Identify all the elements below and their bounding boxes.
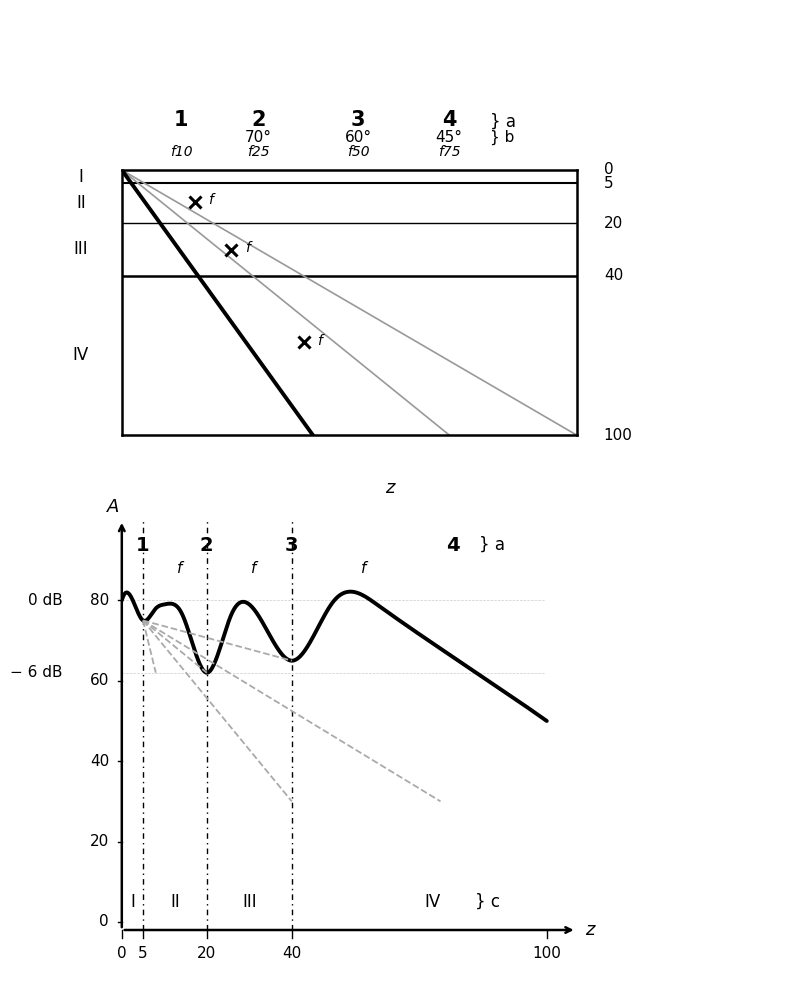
Text: 60: 60 <box>89 673 109 688</box>
Text: } a: } a <box>490 112 516 130</box>
Text: 4: 4 <box>441 110 456 130</box>
Text: 0 dB: 0 dB <box>28 593 62 608</box>
Text: 40: 40 <box>90 754 109 769</box>
Text: 60°: 60° <box>344 130 371 145</box>
Text: 20: 20 <box>90 834 109 849</box>
Text: 2: 2 <box>251 110 265 130</box>
Text: 0: 0 <box>603 162 612 178</box>
Text: f10: f10 <box>169 145 192 159</box>
Text: f: f <box>176 561 182 576</box>
Text: − 6 dB: − 6 dB <box>10 665 62 680</box>
Text: 0: 0 <box>99 914 109 929</box>
Text: } a: } a <box>478 536 504 554</box>
Text: f: f <box>317 334 322 348</box>
Text: f25: f25 <box>247 145 269 159</box>
Text: 1: 1 <box>174 110 188 130</box>
Text: 40: 40 <box>281 946 301 961</box>
Text: 70°: 70° <box>244 130 272 145</box>
Text: 2: 2 <box>200 536 213 555</box>
Text: 100: 100 <box>603 428 632 442</box>
Text: } c: } c <box>474 893 499 911</box>
Text: 3: 3 <box>350 110 365 130</box>
Text: f75: f75 <box>437 145 460 159</box>
Text: z: z <box>584 921 594 939</box>
Text: 3: 3 <box>285 536 298 555</box>
Text: f50: f50 <box>346 145 369 159</box>
Text: IV: IV <box>423 893 440 911</box>
Text: III: III <box>74 240 88 258</box>
Text: 20: 20 <box>603 216 622 231</box>
Text: } b: } b <box>490 130 514 145</box>
Text: I: I <box>79 168 84 186</box>
Text: f: f <box>361 561 367 576</box>
Text: 80: 80 <box>90 593 109 608</box>
Text: II: II <box>76 194 86 212</box>
Text: 5: 5 <box>138 946 148 961</box>
Text: A: A <box>107 498 119 516</box>
Text: II: II <box>169 893 179 911</box>
Text: f: f <box>244 241 249 255</box>
Text: IV: IV <box>73 347 89 364</box>
Text: 100: 100 <box>532 946 560 961</box>
Text: III: III <box>242 893 256 911</box>
Text: z: z <box>385 479 394 497</box>
Text: 20: 20 <box>197 946 217 961</box>
Text: 40: 40 <box>603 268 622 284</box>
Text: I: I <box>130 893 135 911</box>
Text: 0: 0 <box>117 946 127 961</box>
Text: f: f <box>208 193 212 207</box>
Text: 45°: 45° <box>436 130 462 145</box>
Text: 1: 1 <box>136 536 150 555</box>
Text: f: f <box>251 561 256 576</box>
Text: 4: 4 <box>446 536 460 555</box>
Text: 5: 5 <box>603 176 612 191</box>
